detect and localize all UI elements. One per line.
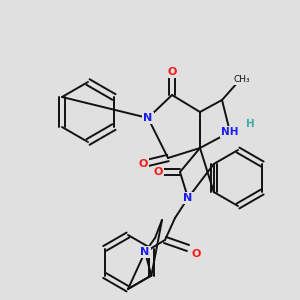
Text: O: O — [153, 167, 163, 177]
Text: NH: NH — [221, 127, 239, 137]
Text: O: O — [167, 67, 177, 77]
Text: O: O — [138, 159, 148, 169]
Text: N: N — [143, 113, 153, 123]
Text: CH₃: CH₃ — [234, 76, 250, 85]
Text: N: N — [183, 193, 193, 203]
Text: N: N — [140, 247, 150, 257]
Text: O: O — [191, 249, 201, 259]
Text: H: H — [246, 119, 254, 129]
